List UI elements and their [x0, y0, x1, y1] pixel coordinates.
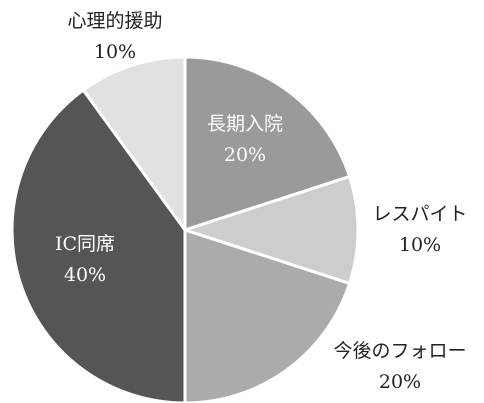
pie-slice [180, 174, 360, 286]
pie-slice [183, 55, 352, 233]
slice-value-label: 10% [399, 234, 441, 256]
slice-value-label: 40% [64, 264, 106, 286]
pie-slice [183, 227, 352, 403]
pie-slice [10, 87, 187, 403]
slice-value-label: 20% [224, 144, 266, 166]
slice-value-label: 20% [379, 371, 421, 393]
pie-slice [81, 55, 187, 235]
slice-value-label: 10% [94, 41, 136, 63]
slice-label: 長期入院 [207, 113, 283, 135]
slice-label: 今後のフォロー [333, 340, 466, 362]
slice-label: レスパイト [372, 203, 467, 225]
slice-label: IC同席 [55, 233, 115, 255]
slice-label: 心理的援助 [67, 10, 162, 32]
